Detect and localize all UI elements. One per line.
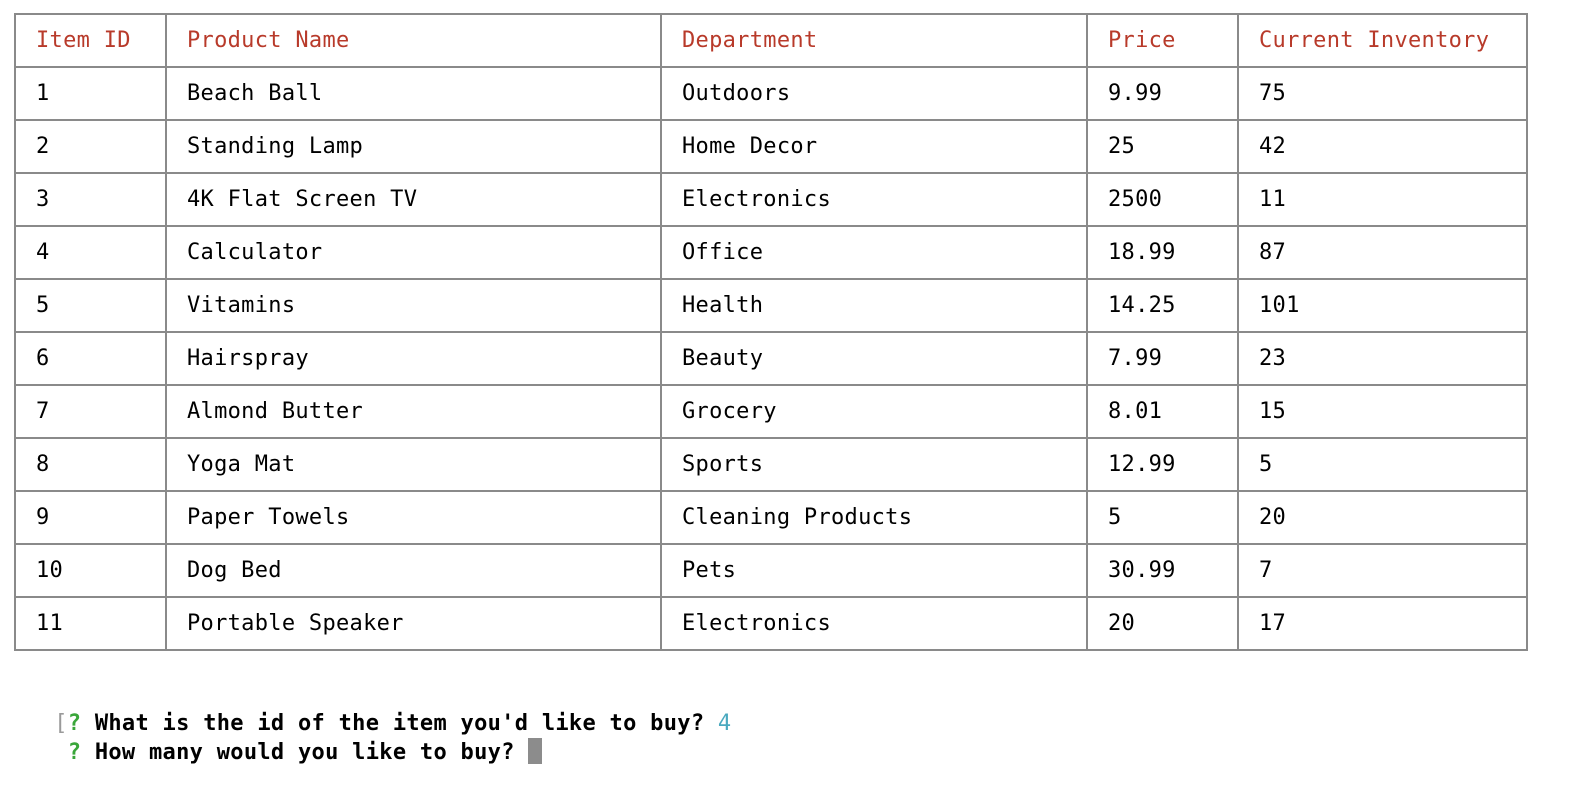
table-row: 5 Vitamins Health 14.25 101 [14, 278, 1528, 333]
cell-department: Grocery [660, 384, 1088, 439]
cell-price: 2500 [1086, 172, 1239, 227]
cell-department: Health [660, 278, 1088, 333]
cell-item-id: 3 [14, 172, 167, 227]
cell-price: 18.99 [1086, 225, 1239, 280]
cell-item-id: 10 [14, 543, 167, 598]
question-mark-icon: ? [67, 711, 82, 736]
cell-product-name: Standing Lamp [165, 119, 662, 174]
header-product-name: Product Name [165, 13, 662, 68]
text-cursor[interactable] [528, 738, 543, 764]
prompt-answer: 4 [717, 711, 732, 736]
table-row: 3 4K Flat Screen TV Electronics 2500 11 [14, 172, 1528, 227]
cell-price: 14.25 [1086, 278, 1239, 333]
cell-price: 25 [1086, 119, 1239, 174]
cell-inventory: 101 [1237, 278, 1528, 333]
cell-product-name: Calculator [165, 225, 662, 280]
cell-department: Beauty [660, 331, 1088, 386]
prompt-question: How many would you like to buy? [94, 740, 515, 765]
cell-item-id: 11 [14, 596, 167, 651]
cell-department: Pets [660, 543, 1088, 598]
prompt-bracket [54, 740, 68, 765]
cell-inventory: 42 [1237, 119, 1528, 174]
cell-inventory: 15 [1237, 384, 1528, 439]
cell-price: 5 [1086, 490, 1239, 545]
header-department: Department [660, 13, 1088, 68]
table-row: 4 Calculator Office 18.99 87 [14, 225, 1528, 280]
cell-department: Cleaning Products [660, 490, 1088, 545]
prompt-quantity: ? How many would you like to buy? [0, 713, 543, 790]
cell-product-name: Beach Ball [165, 66, 662, 121]
header-price: Price [1086, 13, 1239, 68]
cell-product-name: Paper Towels [165, 490, 662, 545]
cell-item-id: 7 [14, 384, 167, 439]
cell-item-id: 4 [14, 225, 167, 280]
cell-inventory: 17 [1237, 596, 1528, 651]
cell-product-name: Portable Speaker [165, 596, 662, 651]
header-current-inventory: Current Inventory [1237, 13, 1528, 68]
table-header-row: Item ID Product Name Department Price Cu… [14, 13, 1528, 68]
table-row: 10 Dog Bed Pets 30.99 7 [14, 543, 1528, 598]
cell-inventory: 23 [1237, 331, 1528, 386]
cell-department: Home Decor [660, 119, 1088, 174]
cell-inventory: 75 [1237, 66, 1528, 121]
table-row: 11 Portable Speaker Electronics 20 17 [14, 596, 1528, 651]
prompt-question: What is the id of the item you'd like to… [94, 711, 705, 736]
cell-item-id: 6 [14, 331, 167, 386]
table-row: 1 Beach Ball Outdoors 9.99 75 [14, 66, 1528, 121]
cell-price: 20 [1086, 596, 1239, 651]
cell-product-name: 4K Flat Screen TV [165, 172, 662, 227]
cell-department: Electronics [660, 172, 1088, 227]
cell-department: Sports [660, 437, 1088, 492]
cell-inventory: 20 [1237, 490, 1528, 545]
cell-product-name: Almond Butter [165, 384, 662, 439]
cell-price: 12.99 [1086, 437, 1239, 492]
table-row: 2 Standing Lamp Home Decor 25 42 [14, 119, 1528, 174]
cell-price: 8.01 [1086, 384, 1239, 439]
cell-price: 30.99 [1086, 543, 1239, 598]
header-item-id: Item ID [14, 13, 167, 68]
inventory-table: Item ID Product Name Department Price Cu… [14, 13, 1528, 651]
cell-product-name: Dog Bed [165, 543, 662, 598]
cell-price: 7.99 [1086, 331, 1239, 386]
cell-inventory: 5 [1237, 437, 1528, 492]
cell-item-id: 8 [14, 437, 167, 492]
table-row: 9 Paper Towels Cleaning Products 5 20 [14, 490, 1528, 545]
cell-department: Outdoors [660, 66, 1088, 121]
cell-product-name: Yoga Mat [165, 437, 662, 492]
cell-product-name: Hairspray [165, 331, 662, 386]
cell-department: Electronics [660, 596, 1088, 651]
cell-inventory: 87 [1237, 225, 1528, 280]
table-row: 8 Yoga Mat Sports 12.99 5 [14, 437, 1528, 492]
table-body: 1 Beach Ball Outdoors 9.99 75 2 Standing Lamp H… [14, 66, 1528, 651]
table-row: 7 Almond Butter Grocery 8.01 15 [14, 384, 1528, 439]
cell-inventory: 7 [1237, 543, 1528, 598]
cell-department: Office [660, 225, 1088, 280]
cell-price: 9.99 [1086, 66, 1239, 121]
table-row: 6 Hairspray Beauty 7.99 23 [14, 331, 1528, 386]
cell-product-name: Vitamins [165, 278, 662, 333]
prompt-item-id: [? What is the id of the item you'd like… [0, 686, 731, 761]
cell-item-id: 2 [14, 119, 167, 174]
cell-item-id: 5 [14, 278, 167, 333]
question-mark-icon: ? [67, 740, 82, 765]
cell-item-id: 1 [14, 66, 167, 121]
prompt-bracket: [ [54, 711, 68, 736]
cell-inventory: 11 [1237, 172, 1528, 227]
cell-item-id: 9 [14, 490, 167, 545]
